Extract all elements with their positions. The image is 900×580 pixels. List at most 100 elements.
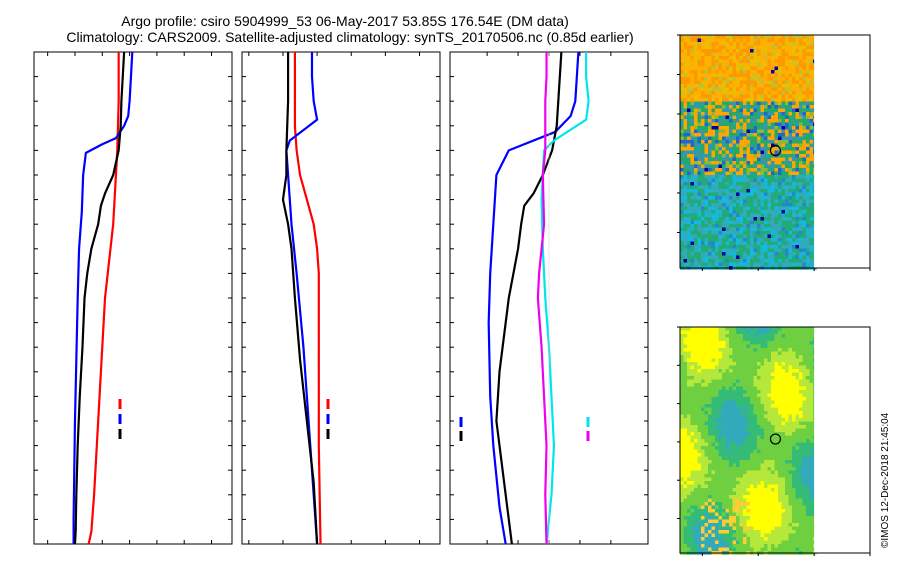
map-cell [792, 98, 796, 102]
map-cell [781, 400, 786, 405]
map-cell [704, 428, 709, 433]
map-cell [750, 98, 754, 102]
map-cell [732, 66, 737, 71]
map-cell [718, 122, 723, 127]
map-cell [736, 355, 740, 359]
map-cell [809, 80, 814, 85]
map-cell [774, 178, 779, 183]
map-cell [774, 477, 779, 482]
map-cell [788, 91, 793, 95]
map-cell [778, 189, 782, 193]
map-cell [771, 224, 775, 228]
map-cell [757, 105, 761, 109]
map-cell [757, 213, 761, 218]
map-cell [788, 126, 793, 130]
map-cell [795, 35, 800, 39]
map-cell [764, 348, 768, 352]
map-cell [743, 45, 747, 50]
map-cell [704, 491, 709, 496]
map-cell [778, 129, 782, 134]
map-cell [687, 453, 691, 457]
map-cell [683, 456, 688, 461]
map-cell [729, 157, 733, 162]
map-cell [799, 66, 803, 71]
map-cell [781, 442, 786, 447]
map-cell [781, 334, 786, 338]
map-cell [746, 52, 751, 57]
map-cell [795, 358, 800, 363]
map-cell [788, 255, 793, 260]
map-cell [743, 252, 747, 256]
map-cell [809, 164, 814, 169]
map-cell [806, 168, 810, 172]
map-cell [792, 87, 796, 92]
map-cell [771, 245, 775, 249]
map-cell [690, 351, 695, 356]
map-cell [697, 45, 702, 50]
map-cell [746, 400, 751, 405]
map-cell [760, 397, 765, 401]
map-cell [718, 66, 723, 71]
map-cell [802, 379, 807, 384]
map-cell [767, 351, 772, 356]
map-cell [778, 467, 782, 471]
map-cell [680, 470, 684, 475]
map-cell [711, 414, 716, 419]
map-cell [771, 467, 775, 471]
map-cell [739, 199, 744, 204]
map-frame [679, 34, 871, 269]
map-cell [767, 383, 772, 387]
map-cell [697, 73, 702, 78]
map-cell [725, 87, 730, 92]
map-cell [687, 446, 691, 450]
map-cell [743, 456, 747, 461]
map-cell [809, 460, 814, 464]
map-cell [722, 217, 726, 221]
map-cell [725, 171, 730, 176]
map-cell [788, 428, 793, 433]
map-cell [690, 182, 695, 186]
map-cell [771, 196, 775, 200]
map-cell [708, 129, 712, 134]
map-cell [725, 231, 730, 235]
map-cell [697, 66, 702, 71]
map-cell [806, 91, 810, 95]
map-cell [718, 220, 723, 225]
map-cell [760, 80, 765, 85]
map-cell [774, 358, 779, 363]
map-cell [715, 84, 719, 88]
map-cell [753, 129, 758, 134]
map-cell [750, 231, 754, 235]
map-cell [774, 393, 779, 398]
map-cell [792, 505, 796, 510]
map-cell [750, 411, 754, 415]
map-cell [750, 87, 754, 92]
map-cell [690, 512, 695, 517]
map-cell [760, 196, 765, 200]
map-cell [809, 327, 814, 331]
map-cell [767, 372, 772, 377]
map-cell [736, 161, 740, 165]
map-cell [771, 70, 775, 74]
map-cell [753, 164, 758, 169]
map-cell [767, 143, 772, 148]
map-cell [722, 122, 726, 127]
map-cell [795, 414, 800, 419]
map-cell [729, 505, 733, 510]
map-cell [792, 446, 796, 450]
map-cell [694, 248, 698, 253]
map-cell [806, 341, 810, 345]
map-cell [778, 227, 782, 232]
map-cell [809, 35, 814, 39]
map-cell [690, 383, 695, 387]
map-cell [774, 115, 779, 120]
map-cell [774, 488, 779, 492]
map-cell [683, 49, 688, 53]
map-cell [697, 241, 702, 246]
map-cell [697, 77, 702, 81]
map-cell [708, 73, 712, 78]
map-cell [746, 397, 751, 401]
map-cell [746, 157, 751, 162]
map-cell [708, 456, 712, 461]
map-cell [743, 189, 747, 193]
